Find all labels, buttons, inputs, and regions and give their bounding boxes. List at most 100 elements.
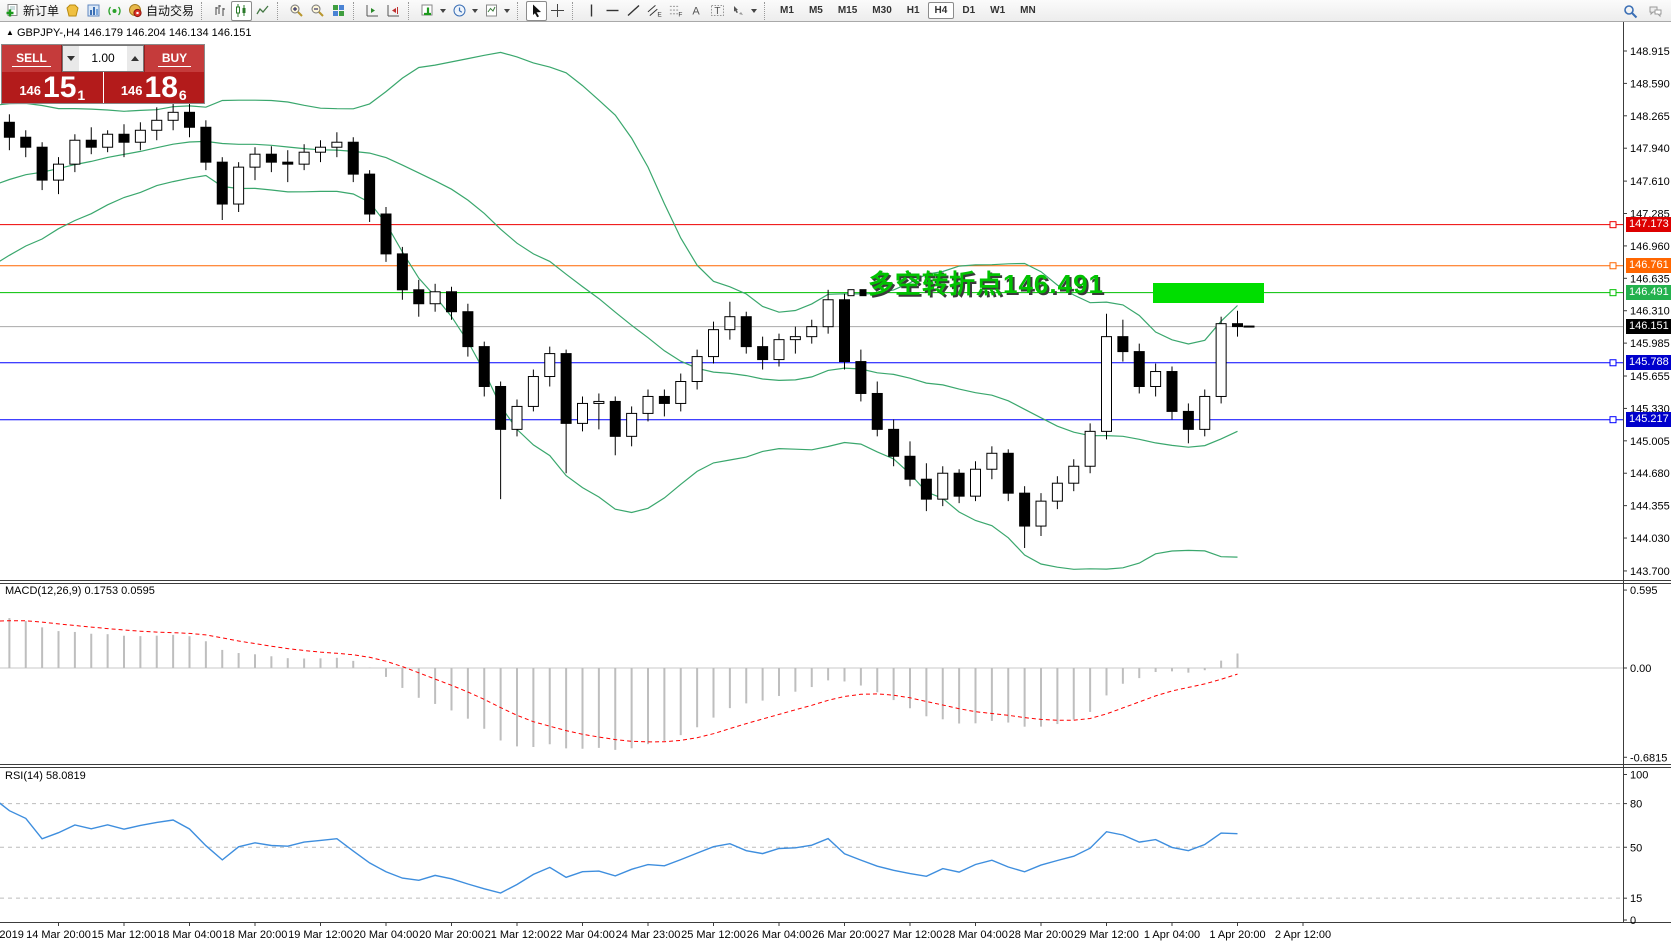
pivot-annotation-text[interactable]: 多空转折点146.491	[868, 269, 1104, 299]
timeframe-m30-button[interactable]: M30	[872, 5, 892, 16]
candle-body	[1051, 482, 1063, 502]
sell-price-button[interactable]: 146 15 1	[2, 72, 104, 103]
indicators-button[interactable]	[417, 1, 449, 21]
timeframe-m15-button[interactable]: M15	[837, 5, 858, 16]
cursor-button[interactable]	[526, 0, 548, 21]
text-button[interactable]: A	[686, 1, 707, 21]
candle-body	[609, 400, 621, 437]
symbol-quote-text: GBPJPY-,H4 146.179 146.204 146.134 146.1…	[16, 27, 252, 39]
zoom-out-button[interactable]	[307, 1, 328, 21]
vertical-line-button[interactable]	[581, 1, 602, 21]
candle-body	[233, 166, 245, 205]
time-axis-label: 28 Mar 04:00	[943, 929, 1008, 941]
text-icon: A	[692, 6, 700, 18]
time-axis-label: 18 Mar 04:00	[157, 929, 222, 941]
autotrading-label: 自动交易	[146, 4, 195, 18]
candle-body	[1019, 492, 1031, 527]
hline-anchor[interactable]	[1609, 359, 1617, 367]
hline-anchor[interactable]	[1609, 416, 1617, 424]
hline-anchor[interactable]	[1609, 289, 1617, 297]
one-click-trading-panel: SELL 1.00 BUY 146 15 1 146 18 6	[1, 44, 205, 104]
sell-button[interactable]: SELL	[2, 45, 62, 72]
candle-body	[544, 353, 556, 378]
search-icon[interactable]	[1623, 4, 1638, 19]
chart-shift-icon	[387, 5, 400, 17]
chat-icon[interactable]	[1648, 4, 1663, 19]
auto-scroll-button[interactable]	[362, 1, 383, 21]
symbol-marker-icon: ▲	[6, 28, 14, 37]
templates-icon	[486, 4, 498, 17]
timeframe-m5-button[interactable]: M5	[808, 5, 823, 16]
timeframe-m1-button[interactable]: M1	[780, 5, 794, 16]
chart-shift-button[interactable]	[383, 1, 404, 21]
candle-body	[953, 472, 965, 497]
time-axis-label: 28 Mar 20:00	[1009, 929, 1074, 941]
zoom-out-icon	[311, 4, 324, 17]
timeframe-d1-button[interactable]: D1	[962, 5, 976, 16]
equidistant-channel-button[interactable]: E	[644, 1, 665, 21]
candlestick-chart-button[interactable]	[231, 0, 253, 21]
object-handle[interactable]	[859, 289, 867, 297]
zoom-in-button[interactable]	[286, 1, 307, 21]
price-axis-label: 147.940	[1630, 143, 1670, 155]
rsi-axis-label: 15	[1630, 893, 1642, 905]
drawn-rectangle[interactable]	[1153, 283, 1264, 303]
autotrading-button[interactable]: 自动交易	[125, 1, 197, 21]
bollinger-upper-band[interactable]	[0, 51, 1238, 345]
sell-price-pip: 1	[77, 87, 86, 103]
market-watch-button[interactable]	[83, 1, 104, 21]
crosshair-icon	[551, 4, 565, 17]
volume-increase-button[interactable]	[127, 46, 143, 71]
bar-chart-button[interactable]	[210, 1, 231, 21]
new-order-button[interactable]: 新订单	[2, 1, 62, 21]
hline-anchor[interactable]	[1609, 221, 1617, 229]
sell-price-prefix: 146	[19, 83, 42, 98]
toolbar-separator	[201, 1, 207, 20]
text-label-button[interactable]: T	[707, 1, 728, 21]
horizontal-line-button[interactable]	[602, 1, 623, 21]
timeframe-mn-button[interactable]: MN	[1020, 5, 1036, 16]
volume-value[interactable]: 1.00	[91, 51, 115, 65]
profiles-button[interactable]	[62, 1, 83, 21]
crosshair-button[interactable]	[547, 1, 568, 21]
object-handle[interactable]	[847, 289, 855, 297]
candle-body	[364, 173, 376, 215]
price-axis-label: 144.030	[1630, 533, 1670, 545]
bollinger-lower-band[interactable]	[0, 174, 1238, 570]
rsi-indicator-label: RSI(14) 58.0819	[5, 770, 86, 782]
fibonacci-button[interactable]: F	[665, 1, 686, 21]
timeframe-w1-button[interactable]: W1	[990, 5, 1006, 16]
arrows-button[interactable]	[728, 1, 760, 21]
time-axis-label: 29 Mar 12:00	[1074, 929, 1139, 941]
timeframe-h1-button[interactable]: H1	[906, 5, 920, 16]
candle-body	[380, 213, 392, 255]
signals-button[interactable]	[104, 1, 125, 21]
toolbar-separator	[408, 1, 414, 20]
periods-button[interactable]	[449, 1, 481, 21]
buy-button[interactable]: BUY	[144, 45, 204, 72]
candle-body	[1117, 336, 1129, 353]
price-axis-label: 146.635	[1630, 273, 1670, 285]
toolbar-separator	[517, 1, 523, 20]
candle-body	[20, 136, 32, 148]
candle-body	[675, 381, 687, 404]
timeframe-h4-button[interactable]: H4	[927, 2, 955, 19]
buy-price-button[interactable]: 146 18 6	[103, 72, 204, 103]
templates-button[interactable]	[481, 1, 513, 21]
toolbar-separator	[764, 1, 770, 20]
cursor-icon	[533, 4, 542, 18]
tile-windows-button[interactable]	[328, 1, 349, 21]
price-badge-146.491: 146.491	[1626, 284, 1671, 300]
candle-body	[1133, 351, 1145, 387]
trendline-button[interactable]	[623, 1, 644, 21]
macd-pane	[0, 618, 1623, 750]
main-price-pane	[0, 51, 1623, 570]
volume-decrease-button[interactable]	[63, 46, 79, 71]
candle-body	[396, 253, 408, 291]
hline-anchor[interactable]	[1609, 262, 1617, 270]
candle-body	[1215, 323, 1227, 397]
price-axis-label: 145.655	[1630, 371, 1670, 383]
line-chart-button[interactable]	[252, 1, 273, 21]
candle-body	[167, 111, 179, 121]
